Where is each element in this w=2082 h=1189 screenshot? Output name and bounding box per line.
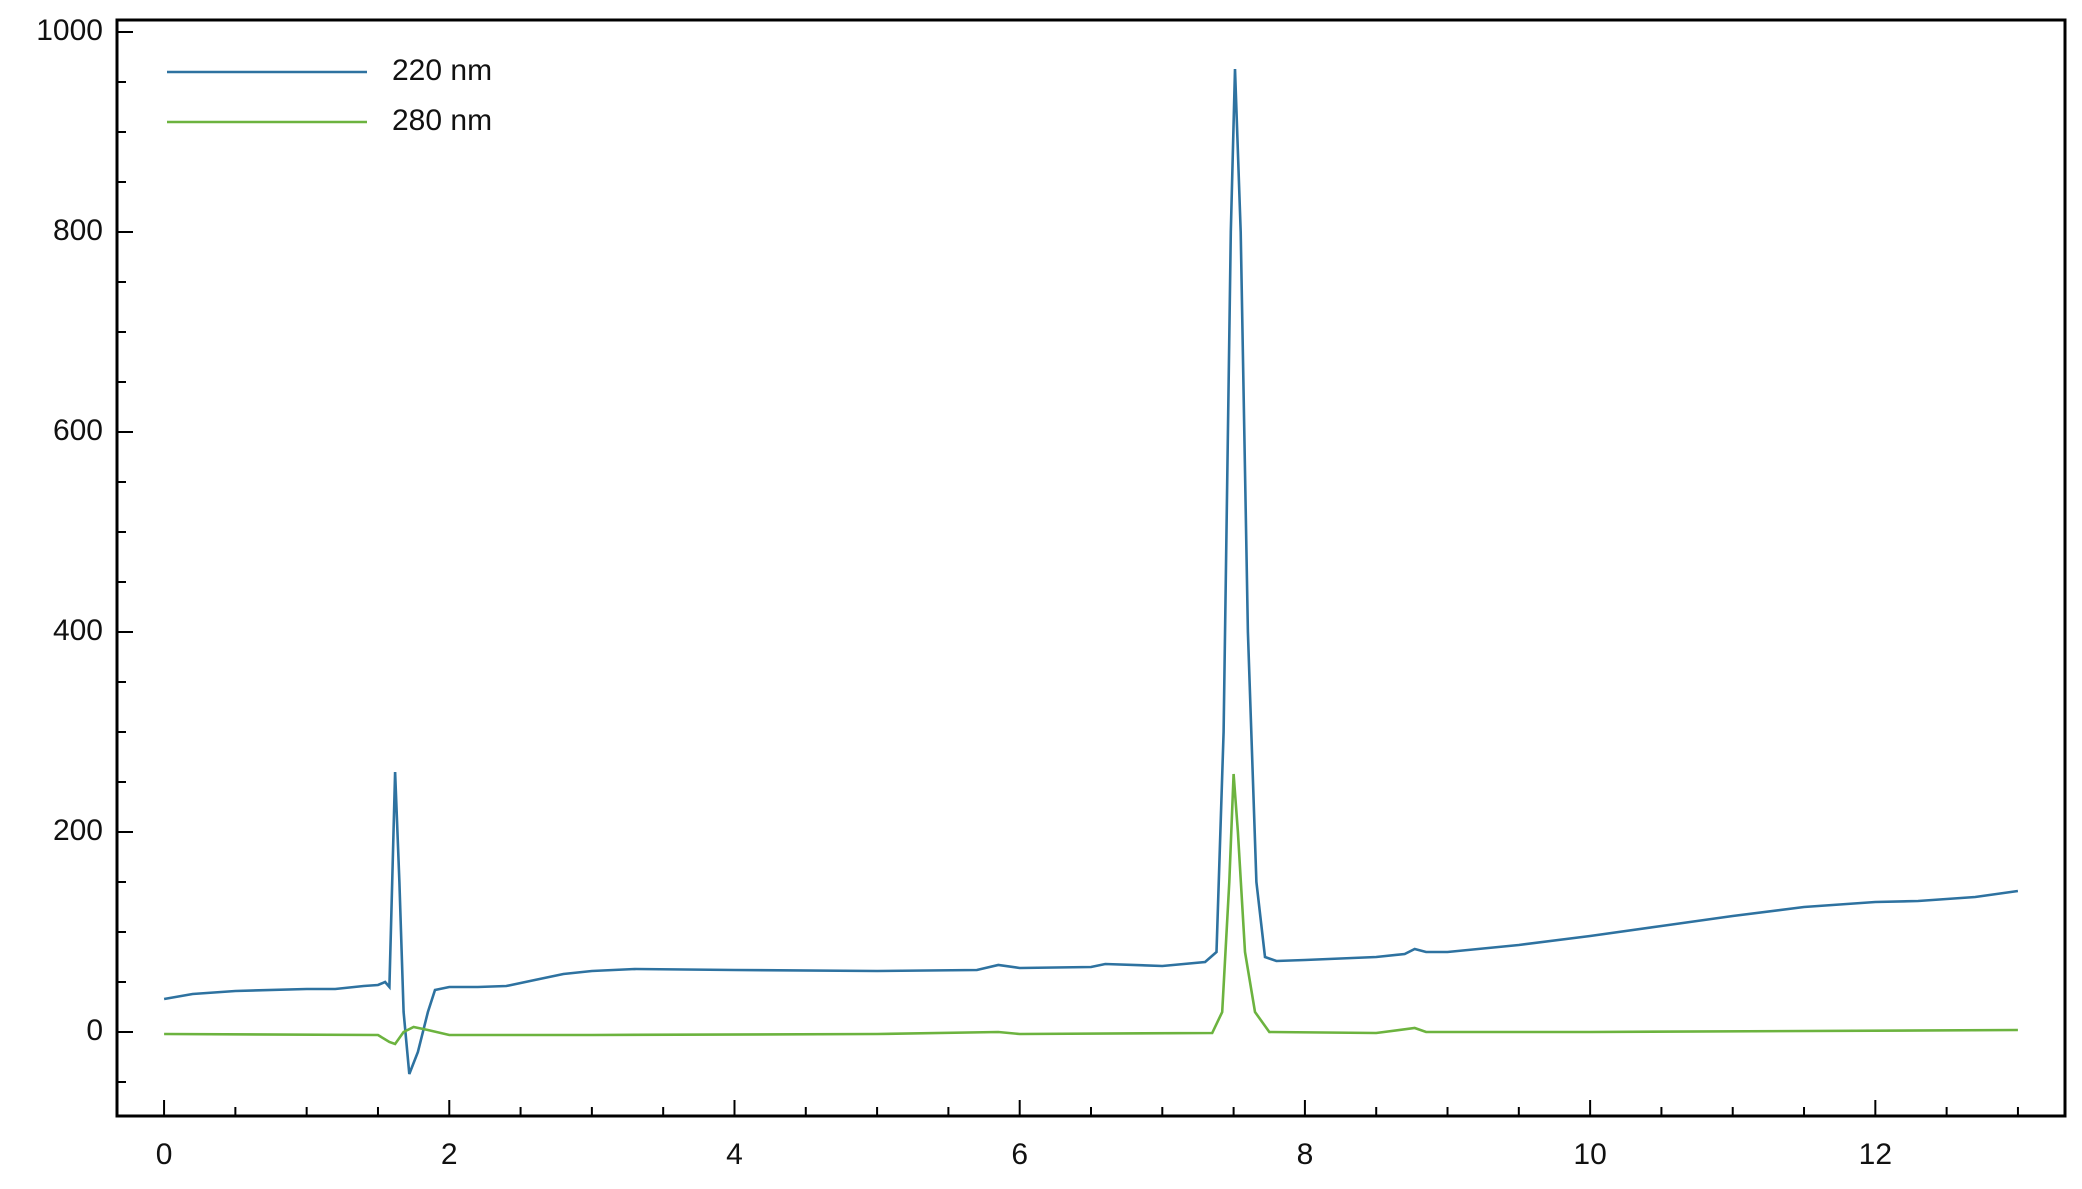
y-tick-label: 0 bbox=[86, 1014, 103, 1047]
y-tick-label: 400 bbox=[53, 614, 103, 647]
y-tick-label: 200 bbox=[53, 814, 103, 847]
x-tick-label: 8 bbox=[1297, 1138, 1314, 1171]
y-tick-label: 600 bbox=[53, 414, 103, 447]
plot-frame bbox=[115, 18, 2067, 1118]
data-line bbox=[164, 773, 2018, 1046]
x-tick-label: 6 bbox=[1011, 1138, 1028, 1171]
x-tick-label: 0 bbox=[156, 1138, 173, 1171]
x-tick-label: 12 bbox=[1859, 1138, 1892, 1171]
x-tick-label: 2 bbox=[441, 1138, 458, 1171]
data-line bbox=[163, 68, 2019, 1075]
y-tick-label: 800 bbox=[53, 214, 103, 247]
legend-label: 280 nm bbox=[392, 104, 492, 137]
x-tick-label: 4 bbox=[726, 1138, 743, 1171]
legend-label: 220 nm bbox=[392, 54, 492, 87]
x-tick-label: 10 bbox=[1573, 1138, 1606, 1171]
y-tick-label: 1000 bbox=[36, 14, 103, 47]
